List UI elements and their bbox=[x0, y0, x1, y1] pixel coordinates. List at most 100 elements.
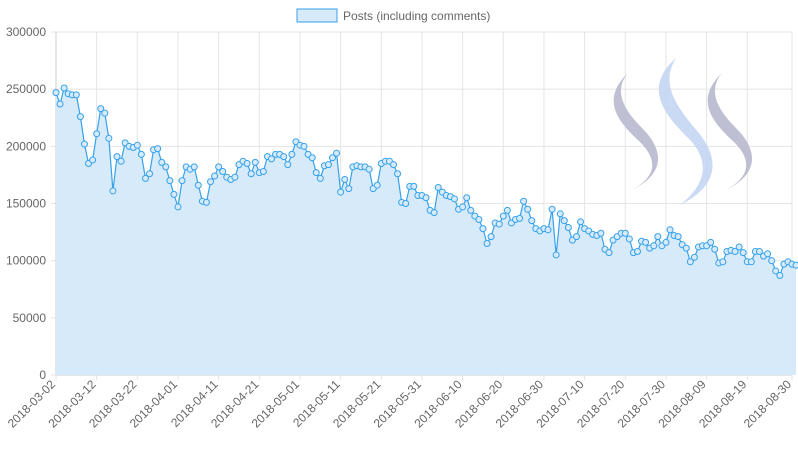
data-point bbox=[280, 153, 288, 161]
data-point bbox=[556, 210, 564, 218]
data-point bbox=[524, 205, 532, 213]
data-point bbox=[373, 181, 381, 189]
legend[interactable]: Posts (including comments) bbox=[296, 8, 490, 23]
data-points bbox=[52, 84, 798, 280]
data-point bbox=[231, 173, 239, 181]
data-point bbox=[674, 233, 682, 241]
data-point bbox=[642, 238, 650, 246]
data-point bbox=[707, 238, 715, 246]
data-point bbox=[174, 203, 182, 211]
data-point bbox=[463, 194, 471, 202]
data-point bbox=[503, 206, 511, 214]
data-point bbox=[719, 258, 727, 266]
data-point bbox=[544, 226, 552, 234]
y-tick-label: 50000 bbox=[13, 311, 47, 325]
data-point bbox=[475, 216, 483, 224]
legend-label: Posts (including comments) bbox=[343, 9, 490, 23]
data-point bbox=[341, 175, 349, 183]
data-point bbox=[89, 156, 97, 164]
data-point bbox=[402, 200, 410, 207]
data-point bbox=[80, 140, 88, 148]
data-point bbox=[170, 190, 178, 198]
data-point bbox=[60, 84, 68, 92]
data-point bbox=[101, 109, 109, 117]
data-point bbox=[520, 197, 528, 205]
steem-logo-wave-left bbox=[613, 73, 659, 190]
data-point bbox=[300, 142, 308, 150]
data-point bbox=[316, 174, 324, 182]
data-point bbox=[662, 238, 670, 246]
data-point bbox=[451, 195, 458, 203]
data-point bbox=[243, 159, 251, 167]
data-point bbox=[109, 187, 117, 195]
data-point bbox=[337, 188, 345, 196]
data-point bbox=[146, 170, 154, 178]
data-point bbox=[650, 242, 658, 250]
steem-logo bbox=[613, 58, 753, 205]
data-point bbox=[434, 183, 442, 191]
data-point bbox=[735, 243, 743, 251]
data-point bbox=[467, 206, 475, 214]
data-point bbox=[792, 261, 798, 269]
y-tick-label: 300000 bbox=[6, 25, 46, 39]
data-point bbox=[459, 203, 467, 211]
data-point bbox=[56, 100, 64, 108]
data-point bbox=[113, 153, 121, 161]
data-point bbox=[52, 89, 60, 97]
data-point bbox=[483, 240, 491, 248]
data-point bbox=[202, 198, 210, 206]
data-point bbox=[166, 177, 174, 185]
data-point bbox=[284, 161, 292, 169]
data-point bbox=[621, 229, 629, 237]
data-point bbox=[564, 224, 572, 232]
data-point bbox=[625, 235, 633, 243]
data-point bbox=[365, 165, 373, 173]
data-point bbox=[686, 258, 694, 266]
x-tick-label: 2018-08-30 bbox=[741, 377, 795, 431]
data-point bbox=[499, 212, 507, 220]
data-point bbox=[194, 181, 202, 189]
data-point bbox=[764, 250, 772, 258]
data-point bbox=[682, 244, 690, 252]
data-point bbox=[117, 157, 125, 165]
data-point bbox=[495, 220, 503, 228]
data-point bbox=[747, 258, 755, 266]
data-point bbox=[654, 233, 662, 241]
data-point bbox=[528, 217, 536, 225]
data-point bbox=[93, 130, 101, 138]
data-point bbox=[154, 145, 162, 153]
legend-swatch bbox=[296, 8, 338, 23]
data-point bbox=[487, 233, 495, 241]
data-point bbox=[211, 172, 219, 180]
data-point bbox=[479, 225, 487, 233]
data-point bbox=[247, 170, 255, 178]
data-point bbox=[76, 113, 84, 121]
y-axis: 0 50000 100000 150000 200000 250000 300000 bbox=[6, 25, 57, 382]
data-point bbox=[329, 154, 337, 162]
data-point bbox=[178, 177, 186, 185]
data-point bbox=[711, 245, 719, 253]
data-point bbox=[158, 158, 166, 166]
data-point bbox=[268, 155, 276, 163]
data-point bbox=[633, 248, 641, 256]
y-tick-label: 250000 bbox=[6, 82, 46, 96]
data-point bbox=[137, 150, 145, 158]
x-axis: 2018-03-022018-03-122018-03-222018-04-01… bbox=[5, 374, 795, 431]
data-point bbox=[755, 248, 763, 256]
data-point bbox=[288, 150, 296, 158]
data-point bbox=[97, 105, 105, 113]
y-tick-label: 0 bbox=[39, 368, 46, 382]
data-point bbox=[190, 163, 198, 171]
steem-logo-wave-middle bbox=[658, 58, 713, 205]
data-point bbox=[666, 226, 674, 234]
data-point bbox=[312, 169, 320, 177]
data-point bbox=[577, 218, 585, 226]
data-point bbox=[776, 272, 784, 280]
data-point bbox=[390, 161, 397, 169]
steem-logo-wave-right bbox=[707, 73, 753, 190]
data-point bbox=[516, 214, 524, 222]
data-point bbox=[552, 251, 560, 259]
data-point bbox=[345, 185, 353, 193]
data-point bbox=[105, 134, 113, 142]
